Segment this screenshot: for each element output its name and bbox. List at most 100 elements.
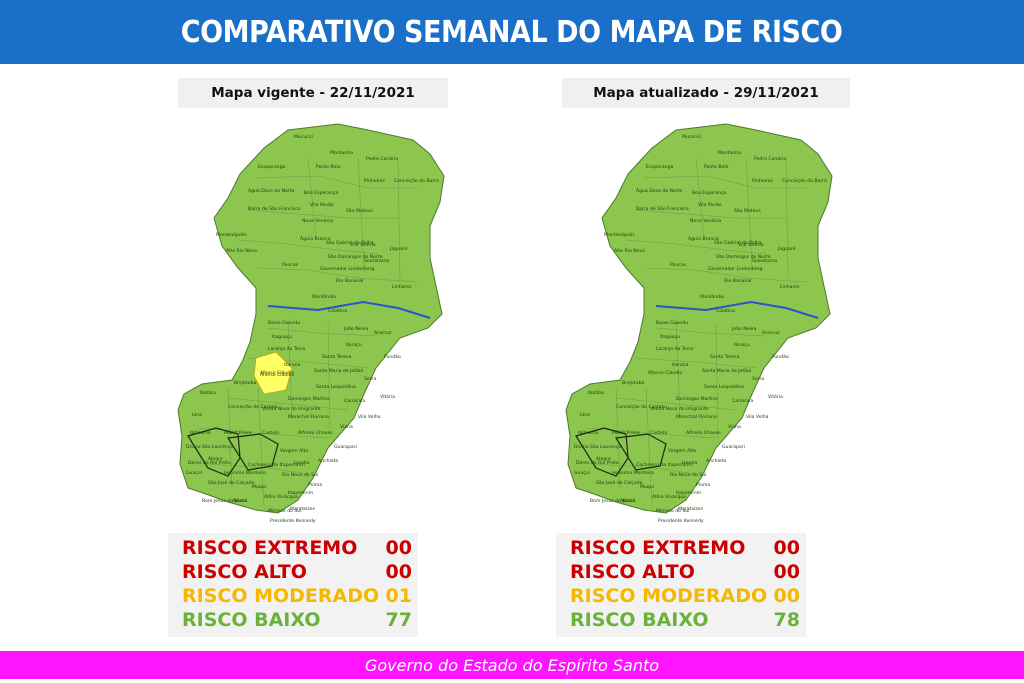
footer-banner: Governo do Estado do Espírito Santo [0, 651, 1024, 679]
municipality-label: Marechal Floriano [288, 414, 329, 420]
municipality-label: Muniz Freire [224, 430, 252, 436]
municipality-label: Pedro Canário [754, 155, 786, 162]
municipality-label: Brejetuba [234, 380, 256, 386]
municipality-label: Marilândia [312, 293, 336, 300]
municipality-label: Iconha [682, 460, 698, 466]
municipality-label: Ibiraçu [346, 342, 362, 348]
municipality-label: Boa Esperança [692, 190, 726, 196]
municipal-borders [585, 157, 807, 507]
municipality-label: Bom Jesus do Norte [202, 498, 247, 504]
municipality-label: Conceição do Castelo [616, 404, 666, 410]
municipality-label: Divino São Lourenço [186, 444, 233, 450]
risk-label: RISCO MODERADO [570, 585, 768, 607]
municipality-label: Dores do Rio Preto [576, 460, 619, 466]
municipality-label: Marataízes [678, 505, 704, 512]
municipality-label: Santa Teresa [710, 354, 740, 360]
municipality-label: Ecoporanga [258, 164, 285, 170]
municipality-label: Castelo [650, 430, 667, 436]
risk-row-baixo: RISCO BAIXO 78 [570, 609, 800, 633]
municipality-label: Viana [340, 424, 353, 430]
municipality-label: Alfredo Chaves [298, 430, 333, 436]
risk-label: RISCO EXTREMO [182, 537, 358, 559]
doce-river [655, 300, 819, 319]
footer-text: Governo do Estado do Espírito Santo [364, 655, 660, 675]
risk-row-moderado: RISCO MODERADO 00 [570, 585, 800, 609]
risk-count: 00 [773, 537, 800, 559]
municipality-label: Conceição do Castelo [228, 404, 278, 410]
municipality-label: Presidente Kennedy [658, 518, 704, 524]
municipality-label: Vila Velha [746, 414, 769, 420]
municipality-label: Divino São Lourenço [574, 444, 621, 450]
municipality-label: Colatina [716, 308, 735, 314]
municipality-label: Mucurici [294, 134, 313, 140]
municipality-label: Ponto Belo [704, 164, 729, 170]
risk-count: 78 [773, 609, 800, 631]
risk-row-alto: RISCO ALTO 00 [570, 561, 800, 585]
municipality-label: Aracruz [762, 330, 780, 336]
municipality-label: Mimoso do Sul [268, 508, 301, 514]
regional-outlines [187, 427, 279, 477]
municipality-label: Guarapari [722, 444, 745, 450]
municipality-label: Baixo Guandu [268, 320, 300, 326]
municipality-label: São José do Calçado [596, 479, 643, 486]
risk-count: 01 [385, 585, 412, 607]
municipality-label: Mucurici [682, 134, 701, 140]
municipality-label: Ecoporanga [646, 164, 673, 170]
municipality-label: Laranja da Terra [656, 346, 693, 352]
municipality-label: Vila Pavão [310, 202, 334, 208]
risk-label: RISCO BAIXO [570, 609, 709, 631]
map-subtitle-updated: Mapa atualizado - 29/11/2021 [562, 78, 850, 108]
risk-row-moderado: RISCO MODERADO 01 [182, 585, 412, 609]
municipality-label: Boa Esperança [304, 190, 338, 196]
municipality-label: Cachoeiro de Itapemirim [248, 462, 305, 468]
municipality-label: Cachoeiro de Itapemirim [636, 462, 693, 468]
municipality-label: Apiacá [232, 497, 248, 504]
municipality-label: Domingos Martins [676, 396, 718, 402]
municipality-label: Dores do Rio Preto [188, 460, 231, 466]
municipality-label: Anchieta [318, 458, 338, 464]
municipality-label: Santa Leopoldina [316, 384, 356, 390]
municipality-label: Vitória [768, 393, 783, 400]
municipality-label: Santa Leopoldina [704, 384, 744, 390]
municipality-label: São Mateus [346, 208, 373, 214]
municipality-label: Santa Maria de Jetibá [702, 367, 751, 374]
municipality-label: Pinheiros [364, 178, 385, 184]
municipality-label: Iúna [580, 411, 590, 418]
municipality-label: Rio Bananal [724, 278, 751, 284]
municipality-label: Alto Rio Novo [614, 248, 645, 254]
municipality-label: Muqui [252, 484, 266, 490]
municipality-label: Águia Branca [688, 235, 719, 242]
municipality-labels: Mucurici Montanha Pedro Canário Ecoporanga P… [574, 134, 827, 524]
municipality-label: Jaguaré [777, 245, 796, 252]
state-shape [565, 123, 833, 514]
municipality-label: Brejetuba [622, 380, 644, 386]
map-subtitle-current: Mapa vigente - 22/11/2021 [178, 78, 448, 108]
municipality-label: São Gabriel da Palha [326, 240, 374, 246]
municipality-label: Santa Teresa [322, 354, 352, 360]
risk-count: 00 [385, 537, 412, 559]
doce-river [267, 300, 431, 319]
municipality-label: Vila Pavão [698, 202, 722, 208]
municipality-label: Serra [364, 376, 376, 382]
municipality-label: Vila Valério [738, 241, 764, 248]
risk-row-alto: RISCO ALTO 00 [182, 561, 412, 585]
municipality-label: Alto Rio Novo [226, 248, 257, 254]
municipality-label: Rio Bananal [336, 278, 363, 284]
risk-count: 00 [773, 585, 800, 607]
risk-legend-current: RISCO EXTREMO 00 RISCO ALTO 00 RISCO MOD… [168, 533, 418, 637]
municipality-label: Itapemirim [676, 490, 702, 496]
municipality-label: Itapemirim [288, 490, 314, 496]
municipality-label: Domingos Martins [288, 396, 330, 402]
municipality-label: Santa Maria de Jetibá [314, 367, 363, 374]
municipality-label: Linhares [392, 284, 412, 290]
municipality-label: Montanha [718, 150, 741, 156]
municipality-label: Venda Nova do Imigrante [262, 406, 321, 412]
municipality-label: Muniz Freire [612, 430, 640, 436]
municipality-label: Presidente Kennedy [270, 518, 316, 524]
municipality-label: Governador Lindenberg [320, 266, 374, 272]
municipality-label: Alegre [208, 456, 223, 462]
risk-map-updated: Mucurici Montanha Pedro Canário Ecoporanga P… [565, 123, 833, 524]
municipality-label: Iconha [294, 460, 310, 466]
municipality-label: Rio Novo do Sul [282, 472, 318, 478]
risk-count: 00 [385, 561, 412, 583]
